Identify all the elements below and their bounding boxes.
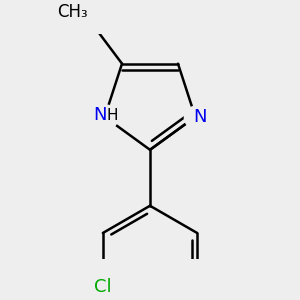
Text: Cl: Cl <box>94 278 112 296</box>
Text: N: N <box>194 108 207 126</box>
Text: N: N <box>93 106 106 124</box>
Text: CH₃: CH₃ <box>57 3 88 21</box>
Text: H: H <box>106 108 118 123</box>
